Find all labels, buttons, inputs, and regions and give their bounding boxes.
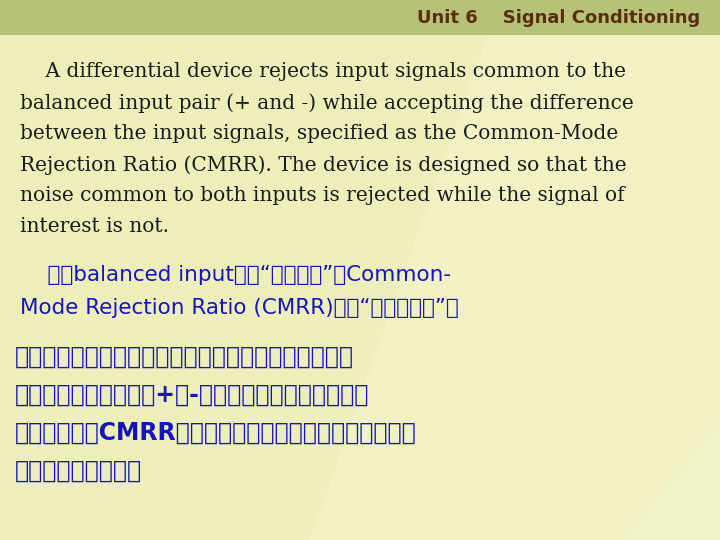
Bar xyxy=(0,0,720,35)
Text: 句中balanced input意为“对称输入”，Common-: 句中balanced input意为“对称输入”，Common- xyxy=(20,265,451,285)
Text: 共模抑制比（CMRR）。这样设计抑制输入端的共模噪音，: 共模抑制比（CMRR）。这样设计抑制输入端的共模噪音， xyxy=(15,421,417,445)
Text: Mode Rejection Ratio (CMRR)意为“共模抑制比”。: Mode Rejection Ratio (CMRR)意为“共模抑制比”。 xyxy=(20,298,459,318)
Text: interest is not.: interest is not. xyxy=(20,217,169,236)
Text: Rejection Ratio (CMRR). The device is designed so that the: Rejection Ratio (CMRR). The device is de… xyxy=(20,155,626,174)
Text: A differential device rejects input signals common to the: A differential device rejects input sign… xyxy=(20,62,626,81)
Polygon shape xyxy=(310,0,720,540)
Text: Unit 6    Signal Conditioning: Unit 6 Signal Conditioning xyxy=(417,9,700,27)
Text: between the input signals, specified as the Common-Mode: between the input signals, specified as … xyxy=(20,124,618,143)
Text: balanced input pair (+ and -) while accepting the difference: balanced input pair (+ and -) while acce… xyxy=(20,93,634,113)
Text: noise common to both inputs is rejected while the signal of: noise common to both inputs is rejected … xyxy=(20,186,625,205)
Text: 而不抑制有用信号。: 而不抑制有用信号。 xyxy=(15,459,142,483)
Polygon shape xyxy=(390,420,720,540)
Text: 译为：差动装置在接收两输入端口的差分信号时，抑制: 译为：差动装置在接收两输入端口的差分信号时，抑制 xyxy=(15,345,354,369)
Text: 这两个对称输入端口（+和-）的共模输入信号，这称为: 这两个对称输入端口（+和-）的共模输入信号，这称为 xyxy=(15,383,369,407)
